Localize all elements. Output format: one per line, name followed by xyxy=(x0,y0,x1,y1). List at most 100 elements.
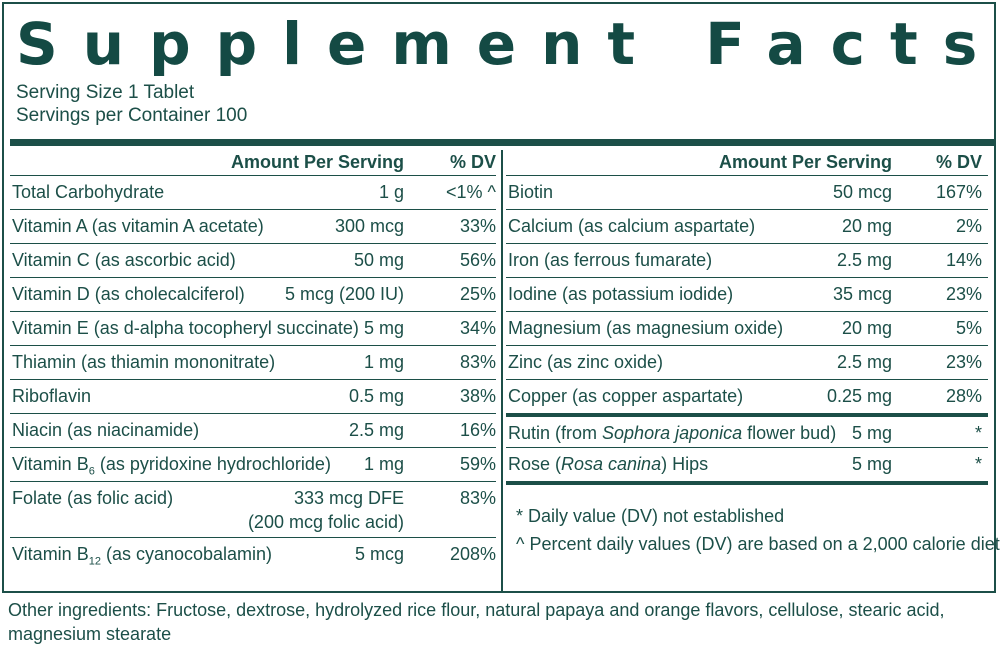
nutrient-dv: 167% xyxy=(935,182,982,202)
left-dv-header: % DV xyxy=(449,152,496,172)
nutrient-name-subscript: 12 xyxy=(88,555,101,568)
nutrient-dv: 16% xyxy=(459,420,496,440)
nutrient-dv: 83% xyxy=(459,352,496,372)
nutrient-row: Vitamin B12 (as cyanocobalamin) 5 mcg 208% xyxy=(10,537,496,571)
nutrient-name-part: flower bud) xyxy=(742,423,837,443)
servings-per-container: Servings per Container 100 xyxy=(16,105,248,126)
top-thick-rule xyxy=(10,139,994,146)
nutrient-dv: 14% xyxy=(945,250,982,270)
nutrient-name: Vitamin D (as cholecalciferol) xyxy=(12,284,245,304)
other-ingredients: Other ingredients: Fructose, dextrose, h… xyxy=(8,600,945,644)
nutrient-amount: 35 mcg xyxy=(832,284,892,304)
botanicals-bottom-rule xyxy=(506,481,988,485)
nutrient-row: Iron (as ferrous fumarate) 2.5 mg 14% xyxy=(506,243,988,277)
nutrient-dv: * xyxy=(974,423,982,443)
nutrient-name: Riboflavin xyxy=(12,386,92,406)
panel-title: Supplement Facts xyxy=(16,10,1000,78)
nutrient-name-italic: Rosa canina xyxy=(561,454,662,474)
nutrient-name: Rutin (from Sophora japonica flower bud) xyxy=(508,417,836,449)
nutrient-name-italic: Sophora japonica xyxy=(602,423,743,443)
right-amount-header: Amount Per Serving xyxy=(718,152,892,172)
nutrient-row: Total Carbohydrate 1 g <1% ^ xyxy=(10,175,496,209)
nutrient-name: Folate (as folic acid) xyxy=(12,488,174,508)
nutrient-row: Vitamin B6 (as pyridoxine hydrochloride)… xyxy=(10,447,496,481)
nutrient-dv: 59% xyxy=(459,454,496,474)
nutrient-amount: 50 mcg xyxy=(832,182,892,202)
nutrient-name-part: ) Hips xyxy=(661,454,709,474)
nutrient-dv: <1% ^ xyxy=(446,182,496,202)
column-divider xyxy=(501,150,503,592)
nutrient-name-part: Vitamin B xyxy=(12,544,89,564)
nutrient-amount-line2: (200 mcg folic acid) xyxy=(247,512,404,532)
nutrient-dv: 2% xyxy=(955,216,982,236)
nutrient-row: Rutin (from Sophora japonica flower bud)… xyxy=(506,413,988,447)
nutrient-dv: 56% xyxy=(459,250,496,270)
nutrient-row: Iodine (as potassium iodide) 35 mcg 23% xyxy=(506,277,988,311)
nutrient-name: Rose (Rosa canina) Hips xyxy=(508,448,708,480)
nutrient-name: Iron (as ferrous fumarate) xyxy=(508,250,713,270)
nutrient-dv: 5% xyxy=(955,318,982,338)
nutrient-name: Vitamin B6 (as pyridoxine hydrochloride) xyxy=(12,448,331,480)
nutrient-dv: * xyxy=(974,454,982,474)
left-amount-header: Amount Per Serving xyxy=(230,152,404,172)
nutrient-name-part: Rutin (from xyxy=(508,423,603,443)
nutrient-amount: 5 mcg (200 IU) xyxy=(284,284,404,304)
nutrient-name: Vitamin A (as vitamin A acetate) xyxy=(12,216,264,236)
nutrient-amount: 20 mg xyxy=(841,216,892,236)
nutrient-dv: 25% xyxy=(459,284,496,304)
nutrient-dv: 28% xyxy=(945,386,982,406)
nutrient-row: Vitamin C (as ascorbic acid) 50 mg 56% xyxy=(10,243,496,277)
nutrient-row: Riboflavin 0.5 mg 38% xyxy=(10,379,496,413)
nutrient-amount: 1 mg xyxy=(363,454,404,474)
nutrient-row: Rose (Rosa canina) Hips 5 mg * xyxy=(506,447,988,481)
nutrient-dv: 23% xyxy=(945,352,982,372)
nutrient-amount: 5 mg xyxy=(851,423,892,443)
nutrient-amount: 20 mg xyxy=(841,318,892,338)
nutrient-dv: 23% xyxy=(945,284,982,304)
nutrient-name: Vitamin C (as ascorbic acid) xyxy=(12,250,236,270)
nutrient-amount: 1 g xyxy=(378,182,404,202)
supplement-facts-panel: Supplement Facts Serving Size 1 Tablet S… xyxy=(2,2,1000,593)
nutrient-row: Biotin 50 mcg 167% xyxy=(506,175,988,209)
nutrient-name: Vitamin E (as d-alpha tocopheryl succina… xyxy=(12,318,359,338)
nutrient-row: Niacin (as niacinamide) 2.5 mg 16% xyxy=(10,413,496,447)
nutrient-name-part: Vitamin B xyxy=(12,454,89,474)
nutrient-name-subscript: 6 xyxy=(88,465,95,478)
nutrient-name: Copper (as copper aspartate) xyxy=(508,386,744,406)
nutrient-amount: 300 mcg xyxy=(334,216,404,236)
footnote-percent-daily: ^ Percent daily values (DV) are based on… xyxy=(516,534,1000,554)
nutrient-name-part: (as cyanocobalamin) xyxy=(100,544,273,564)
nutrient-amount: 5 mg xyxy=(851,454,892,474)
nutrient-row: Vitamin D (as cholecalciferol) 5 mcg (200… xyxy=(10,277,496,311)
nutrient-dv: 34% xyxy=(459,318,496,338)
nutrient-name: Iodine (as potassium iodide) xyxy=(508,284,734,304)
nutrient-dv: 208% xyxy=(449,544,496,564)
nutrient-amount: 2.5 mg xyxy=(836,352,892,372)
footnote-not-established: * Daily value (DV) not established xyxy=(516,506,785,526)
nutrient-amount: 50 mg xyxy=(353,250,404,270)
nutrient-row: Magnesium (as magnesium oxide) 20 mg 5% xyxy=(506,311,988,345)
nutrient-amount: 5 mg xyxy=(363,318,404,338)
nutrient-amount: 5 mcg xyxy=(354,544,404,564)
nutrient-amount: 2.5 mg xyxy=(836,250,892,270)
nutrient-name: Niacin (as niacinamide) xyxy=(12,420,200,440)
nutrient-name: Calcium (as calcium aspartate) xyxy=(508,216,756,236)
right-dv-header: % DV xyxy=(935,152,982,172)
nutrient-row: Vitamin E (as d-alpha tocopheryl succina… xyxy=(10,311,496,345)
nutrient-name-part: Rose ( xyxy=(508,454,562,474)
serving-size: Serving Size 1 Tablet xyxy=(16,82,195,103)
nutrient-name: Zinc (as zinc oxide) xyxy=(508,352,664,372)
nutrient-name: Magnesium (as magnesium oxide) xyxy=(508,318,784,338)
nutrient-amount: 1 mg xyxy=(363,352,404,372)
nutrient-name: Biotin xyxy=(508,182,554,202)
nutrient-row: Thiamin (as thiamin mononitrate) 1 mg 83% xyxy=(10,345,496,379)
nutrient-name: Thiamin (as thiamin mononitrate) xyxy=(12,352,276,372)
nutrient-row: Calcium (as calcium aspartate) 20 mg 2% xyxy=(506,209,988,243)
nutrient-dv: 38% xyxy=(459,386,496,406)
nutrient-name-part: (as pyridoxine hydrochloride) xyxy=(94,454,331,474)
nutrient-row: Vitamin A (as vitamin A acetate) 300 mcg 3… xyxy=(10,209,496,243)
nutrient-dv: 83% xyxy=(459,488,496,508)
nutrient-amount: 0.5 mg xyxy=(348,386,404,406)
nutrient-name: Total Carbohydrate xyxy=(12,182,165,202)
nutrient-dv: 33% xyxy=(459,216,496,236)
